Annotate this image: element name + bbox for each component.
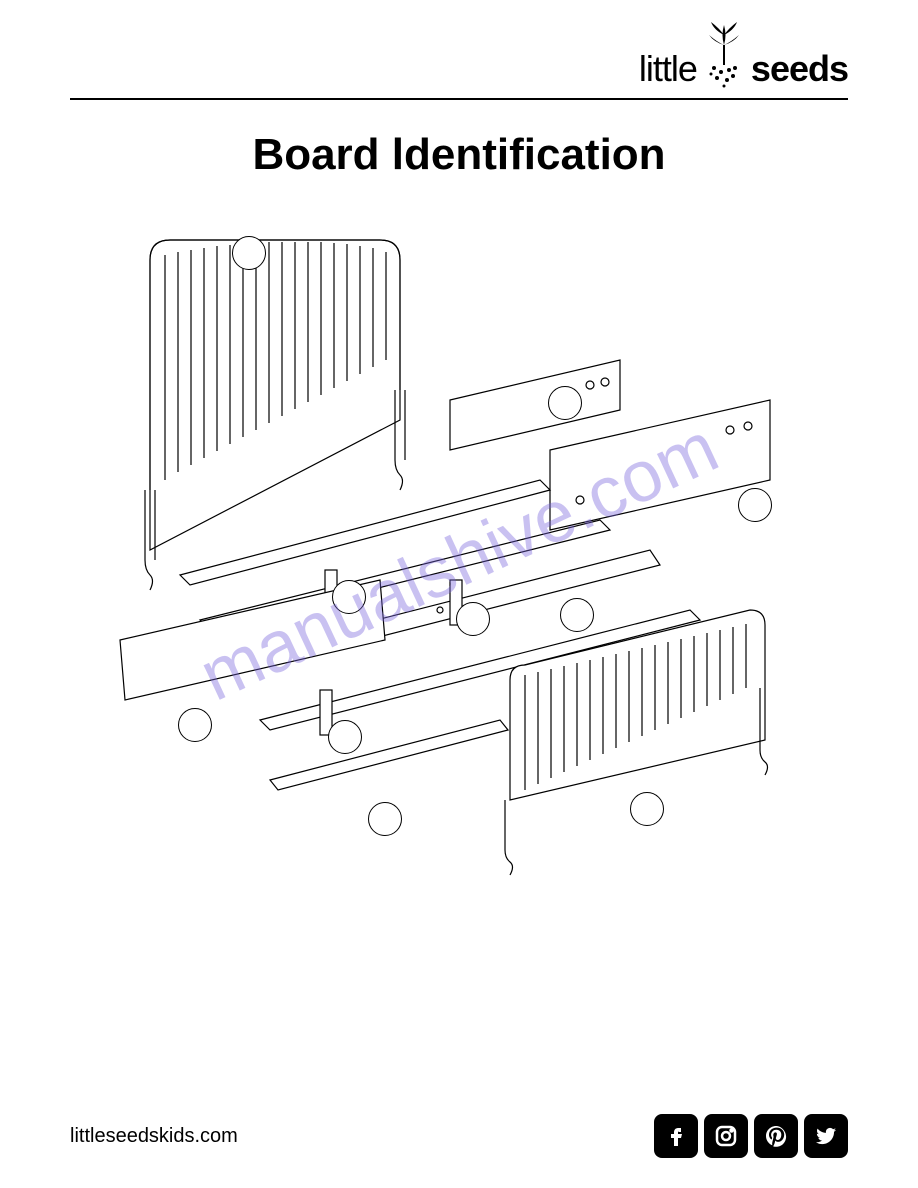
logo-text-little: little: [639, 48, 697, 90]
part-callout: [560, 598, 594, 632]
pinterest-icon: [754, 1114, 798, 1158]
bracket-upper-right: [450, 360, 620, 450]
social-icons-row: [654, 1114, 848, 1158]
header-divider: [70, 98, 848, 100]
exploded-diagram: manualshive.com: [70, 210, 848, 930]
part-callout: [548, 386, 582, 420]
page-header: little: [70, 20, 848, 98]
instagram-icon: [704, 1114, 748, 1158]
part-callout: [738, 488, 772, 522]
brand-logo: little: [639, 20, 848, 90]
bracket-lower-right: [550, 400, 770, 530]
part-callout: [456, 602, 490, 636]
part-callout: [368, 802, 402, 836]
footer-url: littleseedskids.com: [70, 1125, 238, 1148]
page-footer: littleseedskids.com: [70, 1114, 848, 1158]
part-callout: [630, 792, 664, 826]
part-callout: [332, 580, 366, 614]
bed-assembly-drawing: [70, 210, 848, 930]
manual-page: little: [0, 0, 918, 1188]
page-title: Board ldentification: [70, 130, 848, 180]
facebook-icon: [654, 1114, 698, 1158]
rail-4: [270, 720, 508, 790]
logo-text-seeds: seeds: [751, 48, 848, 90]
part-callout: [178, 708, 212, 742]
part-callout: [328, 720, 362, 754]
part-callout: [232, 236, 266, 270]
twitter-icon: [804, 1114, 848, 1158]
plant-icon: [699, 20, 749, 90]
